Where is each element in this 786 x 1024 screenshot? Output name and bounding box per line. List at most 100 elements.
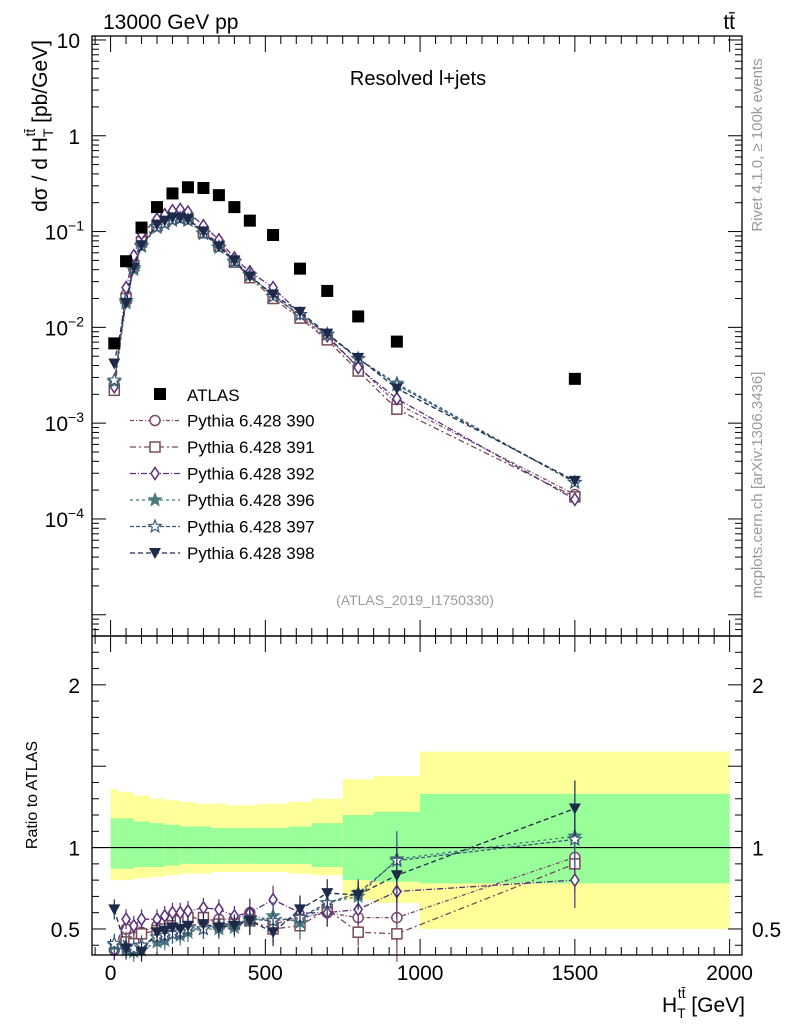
y-tick-base: 10	[57, 30, 80, 53]
legend-label: Pythia 6.428 392	[187, 465, 315, 484]
band-inner-segment	[149, 823, 165, 868]
legend-label-atlas: ATLAS	[187, 386, 240, 405]
series-point-main	[353, 360, 364, 375]
legend-label: Pythia 6.428 398	[187, 544, 315, 563]
series-point-ratio	[197, 919, 210, 931]
series-point-ratio	[352, 926, 364, 938]
atlas-data-point	[151, 201, 163, 214]
band-inner-segment	[242, 828, 258, 864]
series-point-ratio	[120, 943, 133, 955]
x-axis-label: HTtt̄ [GeV]	[662, 985, 745, 1021]
legend-entry-3: Pythia 6.428 396	[130, 491, 315, 510]
y-tick-label: 10−2	[45, 313, 85, 340]
atlas-data-point	[321, 284, 334, 297]
series-point-ratio	[567, 831, 583, 847]
rivet-label: Rivet 4.1.0, ≥ 100k events	[749, 58, 766, 231]
y-label-prefix: dσ / d H	[29, 137, 52, 212]
band-inner-segment	[118, 818, 134, 869]
series-point-ratio	[128, 918, 139, 934]
series-line-main	[113, 208, 576, 500]
series-point-ratio	[321, 888, 334, 900]
atlas-data-layer	[108, 181, 581, 385]
energy-label: 13000 GeV pp	[103, 11, 238, 34]
series-point-ratio	[214, 902, 224, 917]
x-tick-label: 1500	[551, 962, 598, 985]
series-point-ratio	[175, 905, 186, 921]
atlas-data-point	[228, 201, 241, 214]
plot-frames	[91, 35, 743, 956]
series-point-ratio	[106, 935, 123, 951]
ratio-tick-label-left: 0.5	[51, 919, 80, 942]
ratio-tick-label-left: 1	[68, 838, 80, 861]
x-label-unit: [GeV]	[685, 994, 745, 1017]
band-inner-segment	[133, 821, 150, 868]
ratio-tick-label-right: 1	[752, 838, 764, 861]
band-inner-segment	[226, 828, 243, 864]
chart-title: Resolved l+jets	[350, 68, 486, 90]
series-point-main	[228, 255, 241, 267]
y-tick-base: 1	[68, 126, 80, 149]
legend-marker	[149, 441, 161, 453]
y-tick-label: 10	[57, 30, 80, 53]
legend-entry-4: Pythia 6.428 397	[130, 518, 315, 537]
y-tick-base: 10	[45, 413, 68, 436]
y-label-sup: tt̄	[22, 129, 38, 137]
series-point-main	[135, 240, 148, 252]
band-inner-segment	[195, 826, 212, 864]
band-inner-segment	[311, 823, 343, 868]
atlas-data-point	[294, 262, 306, 275]
series-5	[108, 212, 581, 962]
series-line-main	[113, 214, 576, 496]
legend-label: Pythia 6.428 397	[187, 518, 315, 537]
x-label-sup: tt̄	[678, 985, 686, 1001]
series-point-main	[158, 215, 171, 227]
series-point-ratio	[181, 920, 194, 932]
series-line-main	[113, 218, 576, 484]
legend-marker	[147, 518, 163, 534]
atlas-data-point	[166, 187, 179, 200]
x-tick-label: 0	[105, 962, 117, 985]
atlas-data-point	[568, 372, 581, 385]
atlas-data-point	[120, 255, 133, 268]
atlas-data-point	[108, 337, 121, 350]
x-label-sub: T	[677, 1005, 686, 1021]
series-point-ratio	[390, 870, 403, 882]
y-tick-label: 10−1	[45, 218, 85, 245]
series-point-main	[321, 328, 334, 340]
y-tick-base: 10	[45, 317, 68, 340]
band-inner-segment	[110, 818, 119, 869]
series-point-ratio	[121, 911, 131, 927]
legend-entry-1: Pythia 6.428 391	[130, 438, 315, 457]
band-inner-segment	[257, 828, 289, 864]
atlas-data-point	[243, 214, 256, 227]
legend-label: Pythia 6.428 396	[187, 491, 315, 510]
x-tick-label: 1000	[397, 962, 444, 985]
series-point-main	[197, 226, 210, 238]
series-point-main	[166, 212, 179, 224]
atlas-data-point	[352, 310, 365, 323]
series-line-main	[113, 217, 576, 484]
y-tick-exponent: −2	[68, 313, 84, 329]
ratio-uncertainty-band	[92, 751, 742, 929]
legend-entry-atlas: ATLAS	[154, 386, 240, 405]
legend: ATLAS Pythia 6.428 390 Pythia 6.428 391 Pyt…	[130, 386, 315, 563]
y-tick-label: 10−3	[45, 409, 85, 436]
series-point-ratio	[158, 925, 171, 937]
series-point-main	[106, 372, 123, 387]
band-inner-segment	[164, 824, 181, 866]
y-tick-label: 1	[68, 126, 80, 149]
series-point-main	[181, 214, 194, 226]
series-point-ratio	[568, 803, 581, 815]
legend-entry-5: Pythia 6.428 398	[130, 544, 315, 563]
series-point-main	[212, 241, 225, 253]
series-point-ratio	[391, 928, 403, 940]
atlas-data-point	[135, 221, 148, 234]
legend-entry-0: Pythia 6.428 390	[130, 412, 315, 431]
mcplots-label: mcplots.cern.ch [arXiv:1306.3436]	[749, 372, 766, 599]
series-point-main	[569, 492, 580, 507]
atlas-data-point	[212, 189, 225, 202]
series-point-ratio	[198, 900, 209, 916]
atlas-data-point	[390, 335, 403, 348]
atlas-data-point	[267, 229, 280, 242]
